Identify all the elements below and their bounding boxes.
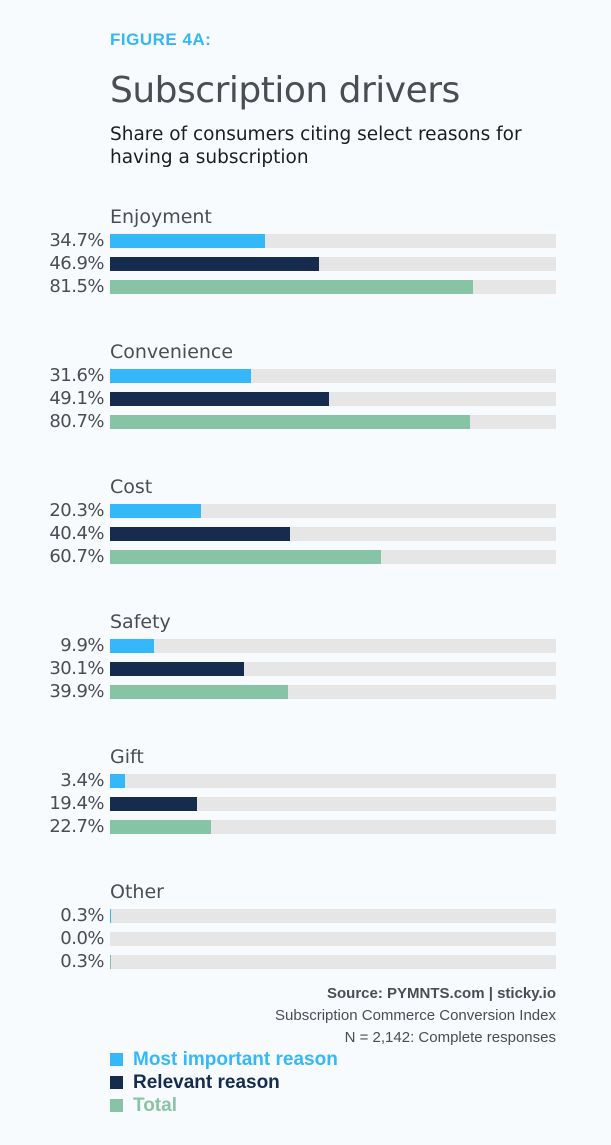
bar-row: 0.0% [0,928,611,949]
value-label: 60.7% [49,546,104,567]
bar-track [110,685,556,699]
legend-swatch-most-important [110,1053,123,1066]
bar [110,909,112,923]
bar-row: 30.1% [0,658,611,679]
legend-label: Relevant reason [133,1071,280,1093]
bar [110,955,112,969]
bar-row: 0.3% [0,905,611,926]
bar-row: 19.4% [0,793,611,814]
value-label: 40.4% [49,523,104,544]
value-label: 49.1% [49,388,104,409]
bar-track [110,797,556,811]
bar-track [110,550,556,564]
bar-row: 34.7% [0,230,611,251]
source-line: Source: PYMNTS.com | sticky.io [327,985,556,1002]
value-label: 80.7% [49,411,104,432]
bar-track [110,234,556,248]
bar-track [110,909,556,923]
bar [110,820,212,834]
bar [110,797,197,811]
bar-track [110,280,556,294]
value-label: 9.9% [60,635,104,656]
bar-row: 39.9% [0,681,611,702]
value-label: 46.9% [49,253,104,274]
value-label: 0.3% [60,951,104,972]
legend: Most important reason Relevant reason To… [110,1048,338,1117]
legend-item-most-important: Most important reason [110,1048,338,1071]
legend-item-total: Total [110,1094,338,1117]
value-label: 34.7% [49,230,104,251]
bar-row: 3.4% [0,770,611,791]
legend-swatch-relevant [110,1076,123,1089]
bar-row: 0.3% [0,951,611,972]
category-label: Cost [110,476,153,498]
legend-swatch-total [110,1099,123,1112]
bar [110,662,245,676]
source-note: Source: PYMNTS.com | sticky.io Subscript… [275,983,556,1049]
bar-track [110,527,556,541]
bar [110,392,329,406]
bar [110,234,265,248]
bar-row: 81.5% [0,276,611,297]
legend-item-relevant: Relevant reason [110,1071,338,1094]
category-label: Convenience [110,341,234,363]
bar-row: 80.7% [0,411,611,432]
legend-label: Total [133,1094,177,1116]
bar-track [110,639,556,653]
figure-label: FIGURE 4A: [110,30,212,49]
bar-track [110,662,556,676]
bar-row: 9.9% [0,635,611,656]
bar-row: 22.7% [0,816,611,837]
category-label: Other [110,881,164,903]
chart-subtitle: Share of consumers citing select reasons… [110,124,522,168]
bar-track [110,955,556,969]
value-label: 30.1% [49,658,104,679]
bar-track [110,369,556,383]
bar-row: 40.4% [0,523,611,544]
bar-track [110,415,556,429]
value-label: 19.4% [49,793,104,814]
bar-track [110,392,556,406]
bar-track [110,932,556,946]
category-label: Gift [110,746,144,768]
bar-track [110,257,556,271]
bar [110,504,201,518]
bar-row: 20.3% [0,500,611,521]
chart-title: Subscription drivers [110,70,460,111]
bar [110,550,381,564]
category-label: Enjoyment [110,206,212,228]
value-label: 0.3% [60,905,104,926]
bar [110,257,320,271]
value-label: 81.5% [49,276,104,297]
category-label: Safety [110,611,171,633]
bar-track [110,504,556,518]
bar [110,527,291,541]
bar [110,415,470,429]
value-label: 0.0% [60,928,104,949]
value-label: 22.7% [49,816,104,837]
legend-label: Most important reason [133,1048,338,1070]
value-label: 39.9% [49,681,104,702]
bar-row: 60.7% [0,546,611,567]
bar-row: 46.9% [0,253,611,274]
bar [110,280,474,294]
bar [110,685,288,699]
bar-track [110,820,556,834]
bar [110,774,126,788]
bar-row: 49.1% [0,388,611,409]
index-name: Subscription Commerce Conversion Index [275,1007,556,1024]
bar [110,639,155,653]
sample-size: N = 2,142: Complete responses [344,1029,556,1046]
value-label: 20.3% [49,500,104,521]
bar [110,369,251,383]
value-label: 3.4% [60,770,104,791]
bar-row: 31.6% [0,365,611,386]
bar-track [110,774,556,788]
value-label: 31.6% [49,365,104,386]
